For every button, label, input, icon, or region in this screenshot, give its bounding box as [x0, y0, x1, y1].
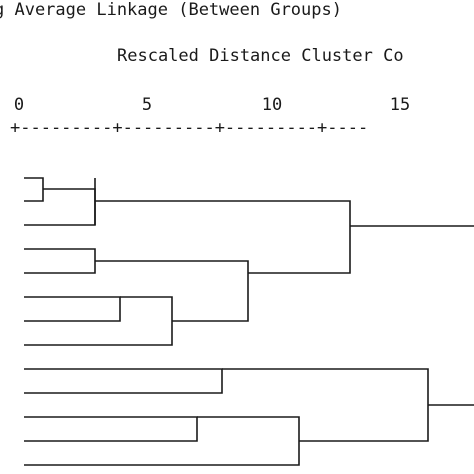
- branch-leaf-11-12: [24, 416, 198, 442]
- dendrogram-title: g Average Linkage (Between Groups): [0, 0, 342, 20]
- branch-cluster-h: [222, 368, 429, 442]
- tick-label-10: 10: [261, 95, 283, 115]
- branch-leaf-1-2: [24, 177, 44, 202]
- branch-cluster-d: [95, 260, 249, 322]
- distance-scale: +---------+---------+---------+----: [10, 118, 369, 138]
- branch-leaf-9-10: [24, 368, 223, 394]
- tick-label-5: 5: [141, 95, 153, 115]
- axis-title: Rescaled Distance Cluster Co: [117, 46, 404, 66]
- tick-label-0: 0: [13, 95, 25, 115]
- branch-cluster-a: [24, 188, 96, 226]
- tick-label-15: 15: [389, 95, 411, 115]
- branch-leaf-6-7: [24, 296, 121, 322]
- branch-leaf-4-5: [24, 248, 96, 274]
- branch-cluster-e: [95, 200, 351, 274]
